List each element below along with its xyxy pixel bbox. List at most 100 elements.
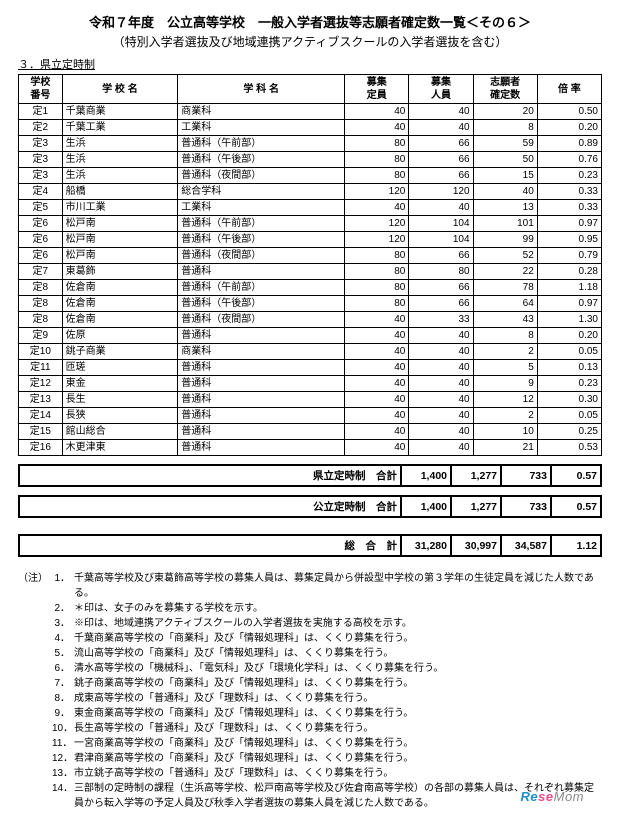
table-row: 定16木更津東普通科4040210.53 xyxy=(19,440,602,456)
cell-num: 定14 xyxy=(19,408,63,424)
cell-persons: 66 xyxy=(409,280,473,296)
note-item: 11．一宮商業高等学校の「商業科」及び「情報処理科」は、くくり募集を行う。 xyxy=(52,736,602,751)
cell-applicants: 8 xyxy=(473,328,537,344)
cell-dept: 総合学科 xyxy=(178,184,345,200)
cell-persons: 66 xyxy=(409,168,473,184)
cell-num: 定8 xyxy=(19,296,63,312)
cell-applicants: 78 xyxy=(473,280,537,296)
cell-school: 千葉工業 xyxy=(62,120,178,136)
cell-capacity: 40 xyxy=(345,200,409,216)
cell-persons: 40 xyxy=(409,104,473,120)
cell-school: 松戸南 xyxy=(62,232,178,248)
note-item: 14．三部制の定時制の課程（生浜高等学校、松戸南高等学校及び佐倉南高等学校）の各… xyxy=(52,781,602,811)
cell-persons: 40 xyxy=(409,328,473,344)
summary-capacity: 31,280 xyxy=(401,535,451,556)
table-row: 定3生浜普通科（夜間部）8066150.23 xyxy=(19,168,602,184)
cell-rate: 1.18 xyxy=(537,280,601,296)
th-applicants: 志願者 確定数 xyxy=(473,75,537,104)
cell-dept: 普通科（夜間部） xyxy=(178,312,345,328)
cell-applicants: 5 xyxy=(473,360,537,376)
cell-dept: 普通科 xyxy=(178,328,345,344)
cell-applicants: 21 xyxy=(473,440,537,456)
cell-num: 定7 xyxy=(19,264,63,280)
cell-school: 館山総合 xyxy=(62,424,178,440)
cell-num: 定2 xyxy=(19,120,63,136)
cell-persons: 120 xyxy=(409,184,473,200)
cell-dept: 商業科 xyxy=(178,344,345,360)
table-row: 定3生浜普通科（午後部）8066500.76 xyxy=(19,152,602,168)
cell-dept: 普通科 xyxy=(178,392,345,408)
cell-num: 定5 xyxy=(19,200,63,216)
cell-capacity: 40 xyxy=(345,424,409,440)
cell-persons: 66 xyxy=(409,152,473,168)
cell-dept: 普通科 xyxy=(178,440,345,456)
cell-rate: 0.95 xyxy=(537,232,601,248)
cell-num: 定13 xyxy=(19,392,63,408)
cell-rate: 0.50 xyxy=(537,104,601,120)
cell-school: 佐倉南 xyxy=(62,280,178,296)
summary-applicants: 733 xyxy=(501,465,551,486)
cell-persons: 40 xyxy=(409,440,473,456)
cell-persons: 40 xyxy=(409,408,473,424)
cell-school: 長狭 xyxy=(62,408,178,424)
cell-school: 匝瑳 xyxy=(62,360,178,376)
th-rate: 倍 率 xyxy=(537,75,601,104)
cell-dept: 普通科 xyxy=(178,360,345,376)
table-row: 定8佐倉南普通科（午後部）8066640.97 xyxy=(19,296,602,312)
note-item: 10．長生高等学校の「普通科」及び「理数科」は、くくり募集を行う。 xyxy=(52,721,602,736)
cell-persons: 104 xyxy=(409,232,473,248)
table-row: 定6松戸南普通科（午後部）120104990.95 xyxy=(19,232,602,248)
cell-school: 東葛飾 xyxy=(62,264,178,280)
table-row: 定7東葛飾普通科8080220.28 xyxy=(19,264,602,280)
cell-persons: 40 xyxy=(409,344,473,360)
cell-capacity: 80 xyxy=(345,248,409,264)
cell-num: 定9 xyxy=(19,328,63,344)
cell-rate: 0.20 xyxy=(537,120,601,136)
cell-school: 佐倉南 xyxy=(62,312,178,328)
cell-applicants: 101 xyxy=(473,216,537,232)
note-item: 2．＊印は、女子のみを募集する学校を示す。 xyxy=(52,601,602,616)
summary-applicants: 733 xyxy=(501,496,551,517)
cell-capacity: 80 xyxy=(345,168,409,184)
cell-rate: 0.13 xyxy=(537,360,601,376)
notes-tag: （注） xyxy=(18,571,52,811)
summary-rate: 1.12 xyxy=(551,535,601,556)
cell-capacity: 80 xyxy=(345,152,409,168)
cell-dept: 普通科 xyxy=(178,424,345,440)
cell-rate: 0.89 xyxy=(537,136,601,152)
cell-persons: 104 xyxy=(409,216,473,232)
cell-capacity: 80 xyxy=(345,264,409,280)
cell-rate: 0.25 xyxy=(537,424,601,440)
cell-applicants: 52 xyxy=(473,248,537,264)
cell-dept: 普通科（午後部） xyxy=(178,296,345,312)
table-row: 定6松戸南普通科（午前部）1201041010.97 xyxy=(19,216,602,232)
cell-dept: 工業科 xyxy=(178,120,345,136)
cell-num: 定1 xyxy=(19,104,63,120)
cell-rate: 0.53 xyxy=(537,440,601,456)
cell-rate: 0.97 xyxy=(537,296,601,312)
th-num: 学校 番号 xyxy=(19,75,63,104)
summary-applicants: 34,587 xyxy=(501,535,551,556)
table-row: 定6松戸南普通科（夜間部）8066520.79 xyxy=(19,248,602,264)
cell-applicants: 40 xyxy=(473,184,537,200)
cell-dept: 普通科（午前部） xyxy=(178,216,345,232)
table-row: 定8佐倉南普通科（午前部）8066781.18 xyxy=(19,280,602,296)
cell-school: 銚子商業 xyxy=(62,344,178,360)
cell-dept: 普通科 xyxy=(178,376,345,392)
cell-capacity: 80 xyxy=(345,280,409,296)
cell-rate: 0.28 xyxy=(537,264,601,280)
data-table: 学校 番号 学 校 名 学 科 名 募集 定員 募集 人員 志願者 確定数 倍 … xyxy=(18,74,602,456)
cell-dept: 普通科 xyxy=(178,264,345,280)
cell-persons: 40 xyxy=(409,120,473,136)
cell-capacity: 40 xyxy=(345,312,409,328)
cell-applicants: 15 xyxy=(473,168,537,184)
cell-capacity: 40 xyxy=(345,440,409,456)
cell-school: 松戸南 xyxy=(62,248,178,264)
cell-applicants: 8 xyxy=(473,120,537,136)
page-subtitle: （特別入学者選抜及び地域連携アクティブスクールの入学者選抜を含む） xyxy=(18,33,602,50)
table-row: 定3生浜普通科（午前部）8066590.89 xyxy=(19,136,602,152)
table-row: 定12東金普通科404090.23 xyxy=(19,376,602,392)
cell-persons: 80 xyxy=(409,264,473,280)
th-persons: 募集 人員 xyxy=(409,75,473,104)
cell-capacity: 40 xyxy=(345,328,409,344)
